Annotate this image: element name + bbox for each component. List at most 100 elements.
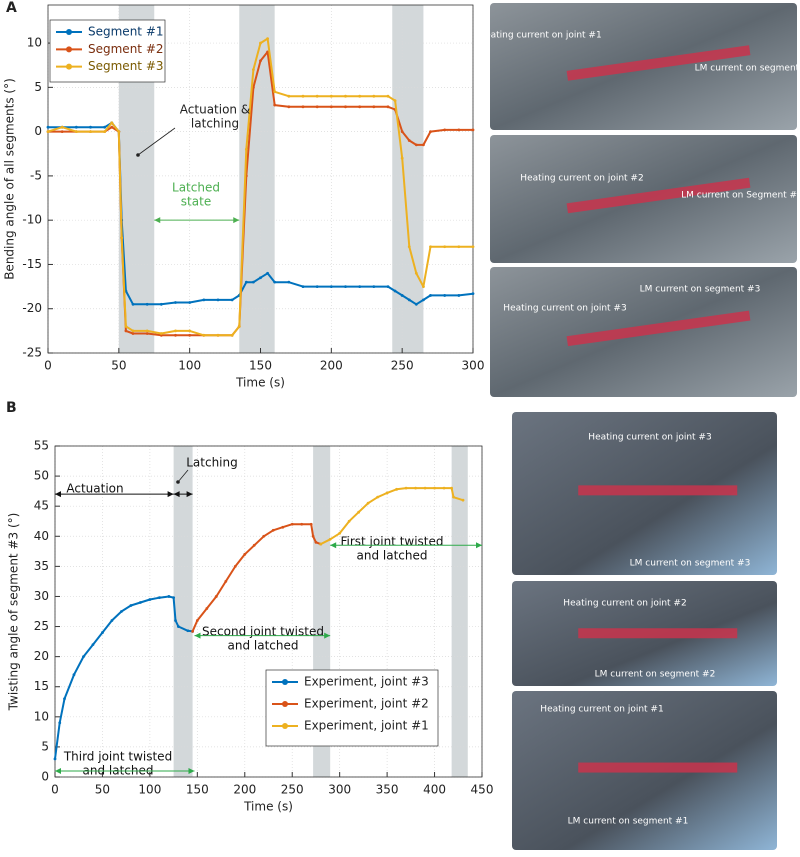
annotation: Actuation &	[180, 103, 250, 117]
data-point	[91, 643, 95, 646]
data-point	[404, 486, 408, 490]
photo-label: LM current on segment #1	[568, 817, 689, 827]
data-point	[89, 125, 92, 129]
x-axis-label: Time (s)	[243, 800, 293, 814]
x-tick-label: 0	[44, 359, 52, 373]
y-tick-label: -5	[30, 168, 42, 182]
data-point	[422, 298, 425, 302]
annotation-dot	[136, 153, 140, 157]
shaded-region	[173, 446, 193, 777]
data-point	[301, 105, 305, 109]
annotation: and latched	[357, 549, 428, 563]
data-point	[400, 156, 404, 160]
data-point	[386, 105, 390, 109]
data-point	[259, 276, 262, 280]
annotation: Actuation	[66, 482, 123, 496]
data-point	[60, 125, 64, 129]
legend-label: Segment #1	[88, 25, 164, 39]
data-point	[393, 99, 397, 103]
photo-label: Heating current on joint #2	[563, 599, 686, 609]
data-point	[443, 294, 447, 297]
data-point	[273, 280, 277, 284]
data-point	[358, 285, 362, 288]
data-point	[315, 94, 319, 98]
y-tick-label: 55	[34, 439, 49, 453]
data-point	[471, 245, 475, 249]
x-tick-label: 0	[51, 783, 59, 797]
y-tick-label: 25	[34, 619, 49, 633]
data-point	[311, 534, 315, 538]
data-point	[174, 301, 177, 304]
data-point	[422, 143, 425, 147]
photo-label: Heating current on joint #3	[588, 433, 711, 443]
photo-label: LM current on Segment #3	[681, 191, 800, 201]
data-point	[347, 519, 351, 523]
annotation: Second joint twisted	[202, 625, 324, 639]
data-point	[259, 41, 262, 45]
data-point	[120, 236, 124, 240]
data-point	[376, 495, 380, 499]
legend-marker	[282, 679, 288, 685]
x-tick-label: 300	[462, 359, 485, 373]
data-point	[328, 537, 332, 541]
annotation: Latched	[172, 181, 220, 195]
data-point	[443, 128, 447, 132]
data-point	[386, 285, 390, 288]
data-point	[174, 333, 177, 337]
data-point	[422, 285, 425, 288]
data-point	[273, 103, 277, 107]
data-point	[188, 301, 192, 304]
plot-frame	[54, 445, 483, 778]
x-tick-label: 250	[391, 359, 414, 373]
x-tick-label: 450	[471, 783, 494, 797]
data-point	[315, 105, 319, 109]
photo-strip	[566, 45, 751, 81]
x-tick-label: 350	[376, 783, 399, 797]
photo-strip	[578, 628, 738, 639]
data-point	[72, 673, 76, 677]
y-tick-label: 10	[34, 709, 49, 723]
y-tick-label: 45	[34, 499, 49, 513]
data-point	[103, 130, 107, 134]
data-point	[174, 619, 177, 622]
data-point	[131, 329, 135, 333]
data-point	[230, 333, 234, 337]
photo-strip	[578, 485, 738, 496]
photo-label: LM current on segment #3	[640, 285, 761, 295]
annotation: and latched	[228, 639, 299, 653]
data-point	[393, 289, 397, 293]
data-point	[315, 285, 319, 288]
data-point	[53, 757, 57, 761]
y-tick-label: -15	[22, 257, 42, 271]
data-point	[131, 302, 135, 306]
data-point	[433, 486, 436, 490]
data-point	[314, 540, 318, 544]
x-axis-label: Time (s)	[235, 376, 285, 390]
shaded-region	[392, 5, 424, 353]
legend-label: Segment #3	[88, 59, 164, 73]
data-point	[471, 292, 475, 296]
annotation: First joint twisted	[340, 535, 443, 549]
data-point	[145, 332, 149, 335]
data-point	[191, 629, 194, 633]
data-point	[252, 68, 255, 72]
data-point	[357, 510, 361, 514]
y-tick-label: 5	[41, 739, 49, 753]
data-point	[400, 294, 404, 297]
data-point	[167, 595, 171, 598]
annotation-dot	[176, 480, 180, 484]
legend-label: Experiment, joint #2	[304, 697, 429, 711]
data-point	[344, 285, 347, 288]
annotation: Latching	[186, 456, 238, 470]
y-tick-label: 0	[41, 770, 49, 784]
data-point	[176, 625, 180, 628]
data-point	[148, 598, 152, 601]
data-point	[300, 522, 304, 526]
data-point	[174, 329, 177, 333]
data-point	[407, 245, 411, 249]
data-point	[145, 329, 149, 333]
data-point	[224, 580, 228, 583]
data-point	[262, 534, 266, 538]
data-point	[443, 245, 447, 249]
data-point	[301, 94, 305, 98]
